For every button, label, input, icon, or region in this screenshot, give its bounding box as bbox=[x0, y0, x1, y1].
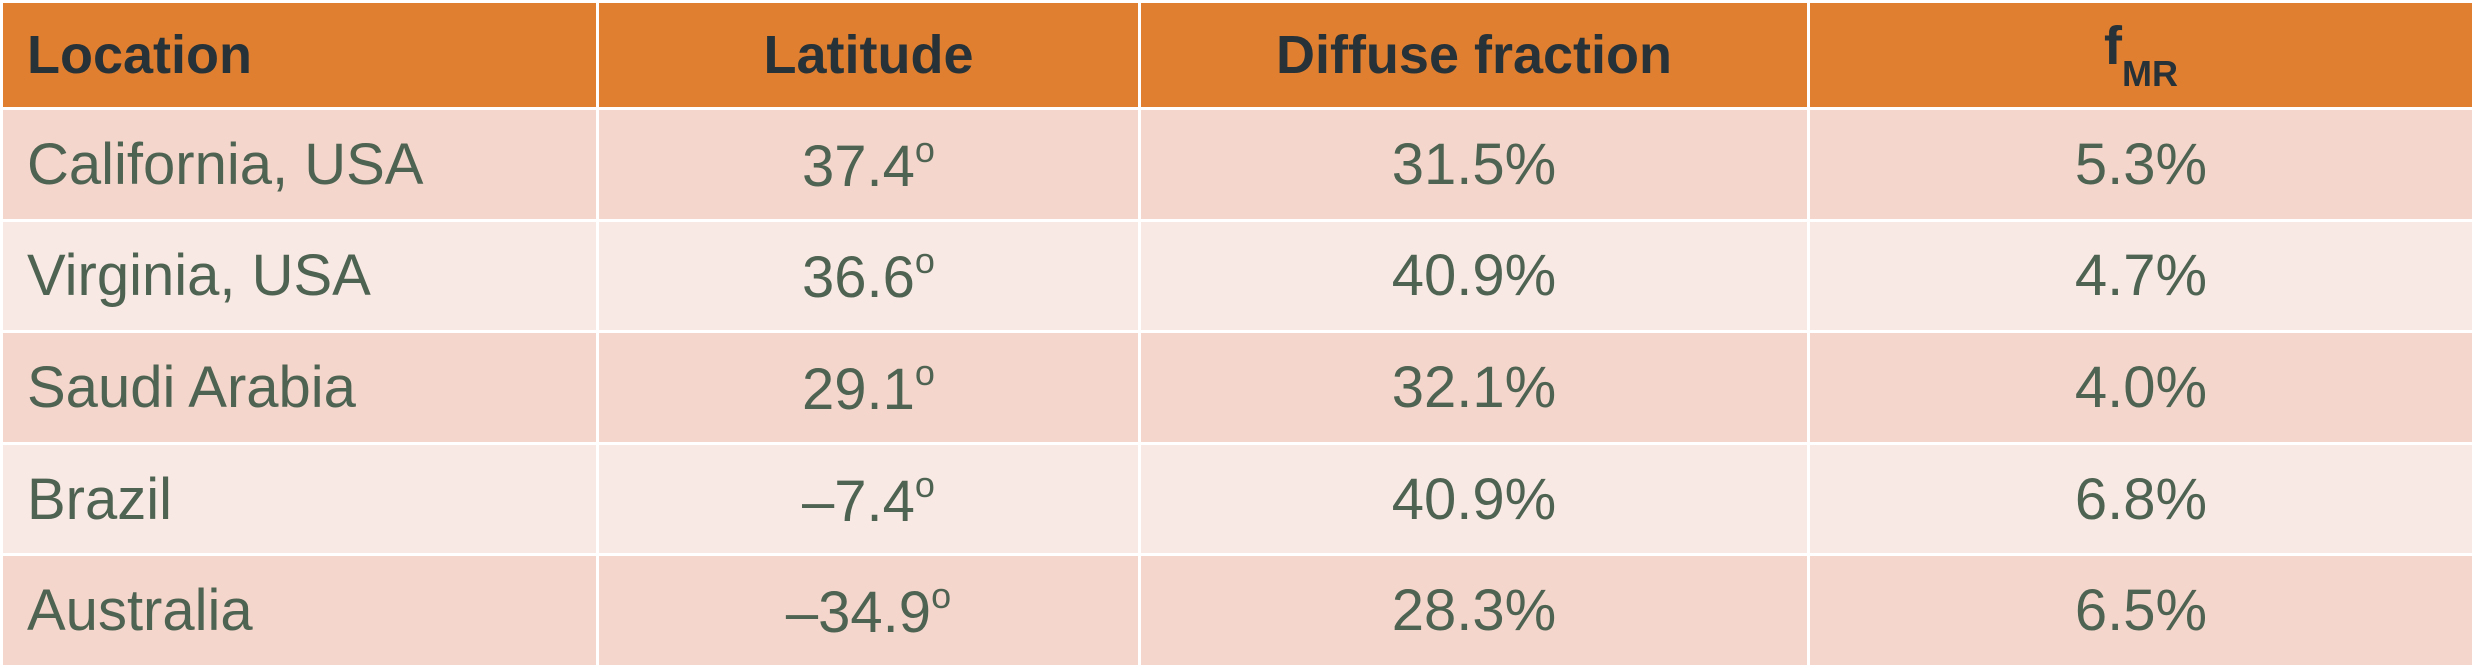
table-row: California, USA 37.4o 31.5% 5.3% bbox=[0, 107, 2472, 222]
subscript: MR bbox=[2121, 53, 2178, 94]
table-cell: 4.0% bbox=[1807, 330, 2472, 445]
table-body: California, USA 37.4o 31.5% 5.3% Virginia, U… bbox=[0, 107, 2472, 668]
header-row: Location Latitude Diffuse fraction fMR bbox=[0, 0, 2472, 110]
table-cell: 6.5% bbox=[1807, 553, 2472, 668]
table-cell: Australia bbox=[0, 553, 599, 668]
superscript: o bbox=[914, 128, 935, 170]
superscript: o bbox=[914, 463, 935, 505]
cell-text: –7.4 bbox=[802, 468, 915, 534]
table-cell: Brazil bbox=[0, 441, 599, 557]
cell-text: 29.1 bbox=[802, 356, 915, 422]
table-row: Brazil –7.4o 40.9% 6.8% bbox=[0, 441, 2472, 557]
header-cell: fMR bbox=[1807, 0, 2472, 110]
table-cell: 6.8% bbox=[1807, 441, 2472, 557]
table-cell: –7.4o bbox=[596, 441, 1141, 557]
header-cell: Latitude bbox=[596, 0, 1141, 110]
table-cell: 36.6o bbox=[596, 218, 1141, 334]
header-cell: Location bbox=[0, 0, 599, 110]
table-cell: California, USA bbox=[0, 107, 599, 222]
cell-text: f bbox=[2104, 16, 2122, 76]
superscript: o bbox=[914, 240, 935, 282]
table-cell: 40.9% bbox=[1138, 441, 1810, 557]
cell-text: –34.9 bbox=[785, 580, 932, 646]
table-row: Virginia, USA 36.6o 40.9% 4.7% bbox=[0, 218, 2472, 334]
table-cell: –34.9o bbox=[596, 553, 1141, 668]
cell-text: 36.6 bbox=[802, 245, 915, 311]
header-cell: Diffuse fraction bbox=[1138, 0, 1810, 110]
table-cell: Saudi Arabia bbox=[0, 330, 599, 445]
table-cell: 29.1o bbox=[596, 330, 1141, 445]
table-row: Australia –34.9o 28.3% 6.5% bbox=[0, 553, 2472, 668]
table-cell: 40.9% bbox=[1138, 218, 1810, 334]
cell-text: 37.4 bbox=[802, 133, 915, 199]
table-cell: 5.3% bbox=[1807, 107, 2472, 222]
table-cell: Virginia, USA bbox=[0, 218, 599, 334]
superscript: o bbox=[931, 575, 952, 617]
table-cell: 28.3% bbox=[1138, 553, 1810, 668]
superscript: o bbox=[914, 351, 935, 393]
table-cell: 31.5% bbox=[1138, 107, 1810, 222]
table-cell: 4.7% bbox=[1807, 218, 2472, 334]
table-cell: 37.4o bbox=[596, 107, 1141, 222]
table-row: Saudi Arabia 29.1o 32.1% 4.0% bbox=[0, 330, 2472, 445]
table-cell: 32.1% bbox=[1138, 330, 1810, 445]
